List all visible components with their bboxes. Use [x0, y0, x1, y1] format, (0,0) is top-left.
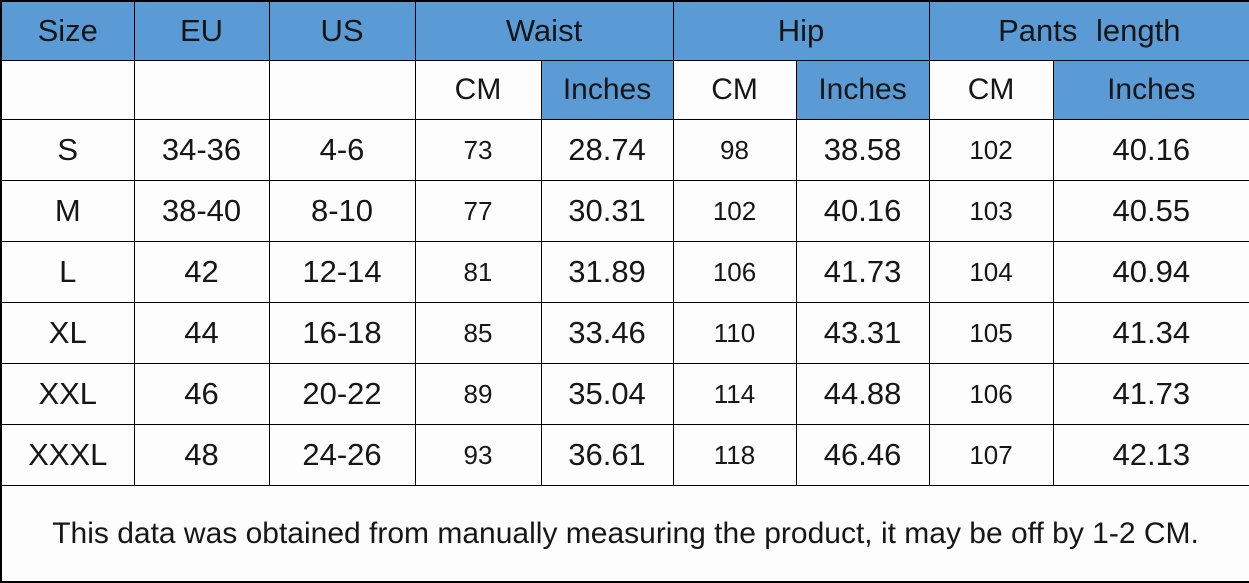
cell-length-inches: 40.55: [1052, 180, 1249, 242]
cell-waist-inches: 30.31: [540, 180, 674, 242]
subheader-hip-inches: Inches: [795, 60, 930, 120]
cell-us: 24-26: [268, 424, 416, 486]
cell-length-cm: 103: [928, 180, 1054, 242]
empty-cell: [0, 60, 135, 120]
cell-us: 12-14: [268, 241, 416, 303]
cell-waist-inches: 35.04: [540, 363, 674, 425]
cell-us: 20-22: [268, 363, 416, 425]
cell-length-cm: 106: [928, 363, 1054, 425]
cell-hip-inches: 46.46: [795, 424, 930, 486]
table-row-s: S 34-36 4-6 73 28.74 98 38.58 102 40.16: [0, 119, 1249, 181]
cell-hip-inches: 41.73: [795, 241, 930, 303]
cell-waist-cm: 73: [414, 119, 542, 181]
cell-size: M: [0, 180, 135, 242]
cell-waist-inches: 36.61: [540, 424, 674, 486]
cell-hip-cm: 118: [672, 424, 797, 486]
cell-length-inches: 41.73: [1052, 363, 1249, 425]
cell-hip-cm: 114: [672, 363, 797, 425]
cell-hip-inches: 44.88: [795, 363, 930, 425]
cell-hip-inches: 40.16: [795, 180, 930, 242]
cell-eu: 38-40: [133, 180, 270, 242]
cell-length-cm: 107: [928, 424, 1054, 486]
cell-length-inches: 40.16: [1052, 119, 1249, 181]
footer-row: This data was obtained from manually mea…: [0, 485, 1249, 583]
cell-length-inches: 41.34: [1052, 302, 1249, 364]
table-row-xxl: XXL 46 20-22 89 35.04 114 44.88 106 41.7…: [0, 363, 1249, 425]
table-row-xxxl: XXXL 48 24-26 93 36.61 118 46.46 107 42.…: [0, 424, 1249, 486]
subheader-waist-cm: CM: [414, 60, 542, 120]
cell-us: 8-10: [268, 180, 416, 242]
header-pants-length: Pants length: [928, 0, 1249, 61]
cell-us: 4-6: [268, 119, 416, 181]
cell-hip-inches: 43.31: [795, 302, 930, 364]
cell-waist-inches: 28.74: [540, 119, 674, 181]
cell-eu: 44: [133, 302, 270, 364]
cell-waist-inches: 33.46: [540, 302, 674, 364]
cell-hip-cm: 106: [672, 241, 797, 303]
cell-waist-cm: 81: [414, 241, 542, 303]
table-row-m: M 38-40 8-10 77 30.31 102 40.16 103 40.5…: [0, 180, 1249, 242]
subheader-waist-inches: Inches: [540, 60, 674, 120]
header-eu: EU: [133, 0, 270, 61]
subheader-length-inches: Inches: [1052, 60, 1249, 120]
cell-waist-cm: 93: [414, 424, 542, 486]
subheader-hip-cm: CM: [672, 60, 797, 120]
cell-hip-cm: 102: [672, 180, 797, 242]
cell-length-cm: 104: [928, 241, 1054, 303]
empty-cell: [133, 60, 270, 120]
cell-size: XL: [0, 302, 135, 364]
cell-waist-inches: 31.89: [540, 241, 674, 303]
subheader-length-cm: CM: [928, 60, 1054, 120]
cell-size: L: [0, 241, 135, 303]
cell-us: 16-18: [268, 302, 416, 364]
cell-waist-cm: 85: [414, 302, 542, 364]
header-row: Size EU US Waist Hip Pants length: [0, 0, 1249, 61]
cell-waist-cm: 89: [414, 363, 542, 425]
cell-length-cm: 105: [928, 302, 1054, 364]
cell-eu: 46: [133, 363, 270, 425]
cell-waist-cm: 77: [414, 180, 542, 242]
cell-eu: 48: [133, 424, 270, 486]
cell-hip-inches: 38.58: [795, 119, 930, 181]
header-us: US: [268, 0, 416, 61]
cell-length-inches: 40.94: [1052, 241, 1249, 303]
empty-cell: [268, 60, 416, 120]
cell-length-inches: 42.13: [1052, 424, 1249, 486]
cell-size: XXXL: [0, 424, 135, 486]
header-size: Size: [0, 0, 135, 61]
unit-header-row: CM Inches CM Inches CM Inches: [0, 60, 1249, 120]
cell-eu: 42: [133, 241, 270, 303]
table-row-l: L 42 12-14 81 31.89 106 41.73 104 40.94: [0, 241, 1249, 303]
cell-size: XXL: [0, 363, 135, 425]
footnote: This data was obtained from manually mea…: [0, 485, 1249, 583]
cell-size: S: [0, 119, 135, 181]
header-waist: Waist: [414, 0, 674, 61]
cell-eu: 34-36: [133, 119, 270, 181]
cell-hip-cm: 110: [672, 302, 797, 364]
header-hip: Hip: [672, 0, 930, 61]
table-row-xl: XL 44 16-18 85 33.46 110 43.31 105 41.34: [0, 302, 1249, 364]
cell-hip-cm: 98: [672, 119, 797, 181]
cell-length-cm: 102: [928, 119, 1054, 181]
